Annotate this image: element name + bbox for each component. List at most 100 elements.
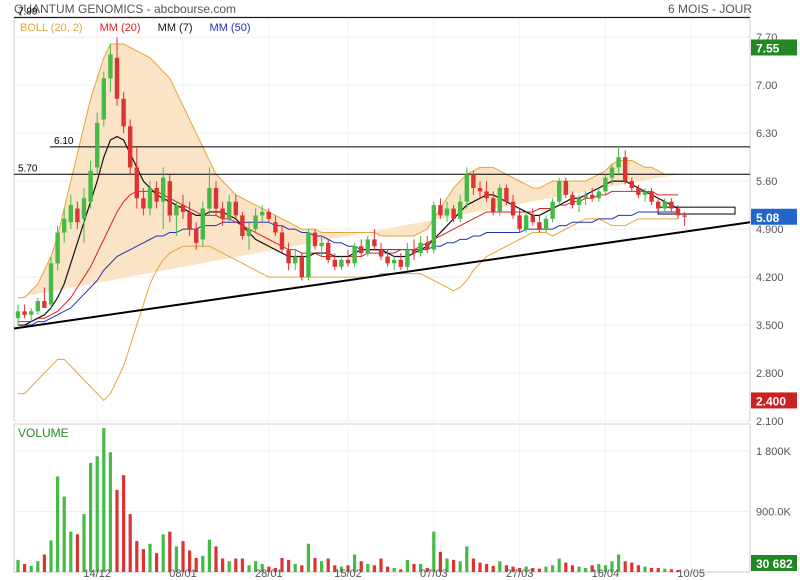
candle-body-88 [596,191,601,199]
candle-body-19 [141,198,146,209]
candle-body-98 [662,201,667,209]
candle-body-30 [213,187,219,209]
volume-bar-9 [75,534,79,572]
candle-body-71 [484,191,489,199]
chart-title: QUANTUM GENOMICS - abcbourse.com [14,2,237,16]
volume-bar-80 [544,566,548,572]
volume-bar-35 [247,565,251,572]
candle-body-94 [636,187,641,195]
candle-body-12 [95,122,100,168]
volume-bar-55 [379,558,383,572]
y-tick-label-2: 6.30 [756,128,777,140]
candle-body-48 [332,259,337,267]
candle-body-46 [319,242,324,247]
volume-bar-54 [372,565,376,572]
volume-bar-53 [366,563,370,572]
y-axis: 7.707.006.305.604.9004.2003.5002.8002.10… [756,32,792,518]
low-badge: 2.400 [756,394,786,408]
volume-bar-22 [161,534,165,572]
y-tick-label-4: 4.900 [756,224,784,236]
candle-body-53 [365,239,370,254]
last-volume-badge: 30 682 [756,557,793,571]
last-volume-badge-bg [751,555,797,571]
candle-body-74 [504,187,509,202]
candle-body-40 [279,232,285,250]
x-tick-label-5: 27/03 [506,568,534,580]
candle-body-72 [491,198,496,212]
volume-bar-75 [511,566,515,572]
candle-body-70 [477,187,483,192]
volume-bar-8 [69,531,73,572]
candle-body-65 [444,208,450,216]
volume-bar-31 [221,558,225,572]
candle-body-50 [345,259,351,264]
volume-bar-95 [643,566,647,572]
volume-bar-83 [564,562,568,572]
candle-body-78 [530,215,535,223]
candle-body-51 [352,246,357,264]
candle-body-9 [75,208,80,223]
candle-body-31 [220,208,225,219]
volume-bar-86 [584,567,588,572]
candle-body-26 [187,211,192,230]
volume-bar-98 [663,568,667,572]
volume-bar-19 [141,549,145,572]
candle-body-21 [154,187,159,202]
volume-bar-69 [471,558,475,572]
candle-body-42 [293,256,298,264]
low-badge-bg [751,392,797,409]
legend-boll: BOLL (20, 2) [20,22,83,34]
volume-bar-26 [188,550,192,572]
volume-bar-20 [148,543,152,572]
high-badge: 7.55 [756,41,780,55]
volume-bar-4 [42,554,46,572]
volume-bar-42 [293,563,297,572]
bollinger-upper [18,43,678,299]
volume-bar-87 [590,565,594,572]
y-tick-label-3: 5.60 [756,176,777,188]
candle-body-35 [246,229,252,236]
volume-bar-5 [49,540,53,572]
volume-bar-15 [115,489,119,572]
volume-bar-43 [300,565,304,572]
volume-bar-13 [102,428,106,572]
candle-body-8 [68,205,73,223]
y-tick-label-6: 3.500 [756,320,784,332]
candle-body-4 [42,301,47,308]
volume-bar-7 [62,496,66,572]
candle-body-67 [458,201,463,219]
candle-body-62 [425,242,430,250]
candle-body-64 [438,205,443,216]
candle-body-87 [590,194,595,199]
volume-bar-78 [531,567,535,572]
candle-body-45 [312,232,318,247]
candle-body-80 [543,218,549,230]
candle-body-49 [339,259,344,267]
volume-bar-99 [669,569,673,572]
candle-body-17 [128,126,133,168]
candle-body-82 [557,181,562,202]
candle-body-41 [286,249,291,264]
volume-title: VOLUME [18,426,69,440]
candle-body-27 [194,229,199,243]
candle-body-18 [134,167,139,199]
candle-body-28 [200,208,205,240]
volume-bar-72 [491,565,495,572]
candle-body-15 [114,57,120,99]
volume-bar-16 [122,475,126,572]
volume-bar-27 [194,557,198,572]
candle-body-99 [669,201,674,209]
volume-bar-0 [16,559,20,572]
volume-bar-96 [650,567,654,572]
candle-body-73 [497,187,502,212]
level-label-1: 6.10 [54,136,74,147]
volume-bar-37 [260,563,264,572]
volume-bar-73 [498,561,502,572]
candle-body-91 [616,157,621,168]
candle-body-52 [359,246,364,254]
x-tick-label-2: 28/01 [255,568,283,580]
candle-body-23 [167,181,172,216]
legend-mm7: MM (7) [157,22,193,34]
volume-bar-3 [36,561,40,572]
